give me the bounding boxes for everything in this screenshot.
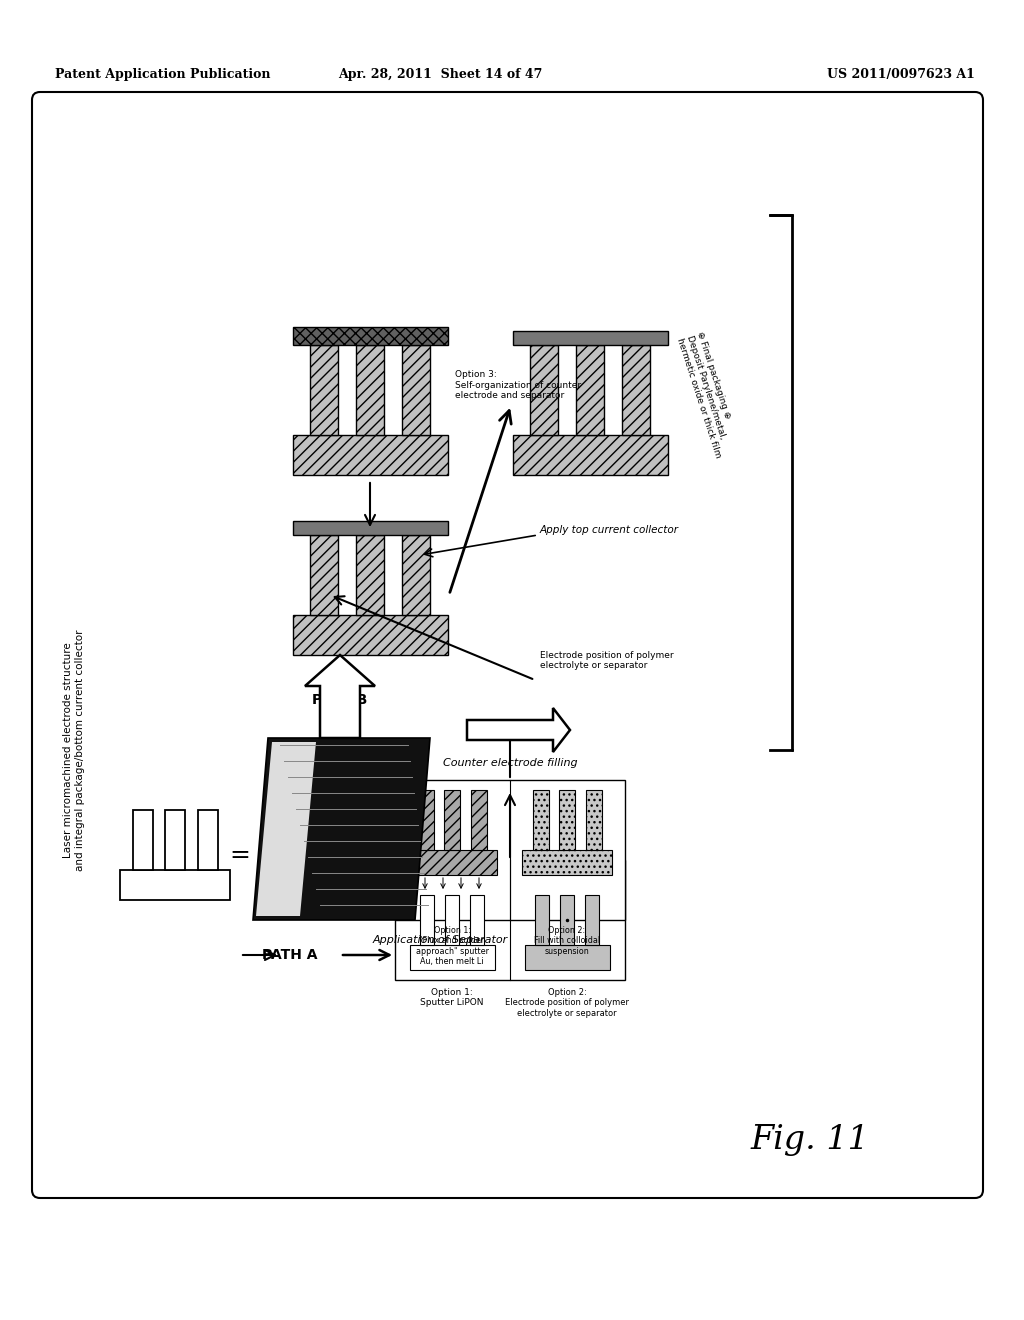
Polygon shape xyxy=(467,708,570,752)
Bar xyxy=(585,895,599,945)
FancyBboxPatch shape xyxy=(32,92,983,1199)
Bar xyxy=(356,535,384,615)
Text: Option 1:
"Flux and solder
approach" sputter
Au, then melt Li: Option 1: "Flux and solder approach" spu… xyxy=(416,927,488,966)
Text: Option 3:
Self-organization of counter
electrode and separator: Option 3: Self-organization of counter e… xyxy=(455,370,582,400)
Text: Option 1:
Sputter LiPON: Option 1: Sputter LiPON xyxy=(420,987,483,1007)
Bar xyxy=(293,615,447,655)
Text: ⊕ Final packaging ⊕
Deposit Parylene/metal,
hermetic oxide or thick film: ⊕ Final packaging ⊕ Deposit Parylene/met… xyxy=(675,331,742,459)
Text: Option 2:
Fill with colloidal
suspension: Option 2: Fill with colloidal suspension xyxy=(534,927,600,956)
Polygon shape xyxy=(256,742,316,916)
Text: PATH A: PATH A xyxy=(262,948,317,962)
Bar xyxy=(395,861,625,979)
Bar xyxy=(310,345,338,436)
Polygon shape xyxy=(305,655,375,738)
Text: Laser micromachined electrode structure
and integral package/bottom current coll: Laser micromachined electrode structure … xyxy=(63,630,85,871)
Bar xyxy=(532,789,549,850)
Bar xyxy=(513,331,668,345)
Text: Electrode position of polymer
electrolyte or separator: Electrode position of polymer electrolyt… xyxy=(540,651,674,671)
Bar xyxy=(410,945,495,970)
Bar xyxy=(470,789,486,850)
Text: Counter electrode filling: Counter electrode filling xyxy=(442,758,578,768)
Bar xyxy=(418,789,433,850)
Bar xyxy=(530,345,558,436)
Text: Apply top current collector: Apply top current collector xyxy=(540,525,679,535)
Bar xyxy=(559,789,575,850)
Text: Fig. 11: Fig. 11 xyxy=(751,1125,869,1156)
Bar xyxy=(132,810,153,870)
Bar xyxy=(536,895,549,945)
Bar xyxy=(401,535,430,615)
Bar xyxy=(407,850,497,875)
Bar xyxy=(420,895,434,945)
Bar xyxy=(198,810,217,870)
Bar xyxy=(356,345,384,436)
Bar xyxy=(512,436,668,475)
Text: Apr. 28, 2011  Sheet 14 of 47: Apr. 28, 2011 Sheet 14 of 47 xyxy=(338,69,542,81)
Bar xyxy=(445,895,459,945)
Text: =: = xyxy=(229,843,251,867)
Bar xyxy=(293,521,449,535)
Bar xyxy=(522,850,612,875)
Text: US 2011/0097623 A1: US 2011/0097623 A1 xyxy=(827,69,975,81)
Bar xyxy=(395,780,625,920)
Bar xyxy=(293,436,447,475)
Bar xyxy=(560,895,574,945)
Text: Patent Application Publication: Patent Application Publication xyxy=(55,69,270,81)
Text: Option 2:
Electrode position of polymer
electrolyte or separator: Option 2: Electrode position of polymer … xyxy=(505,987,629,1018)
Text: PATH B: PATH B xyxy=(312,693,368,708)
Bar xyxy=(165,810,185,870)
Bar xyxy=(310,535,338,615)
Bar xyxy=(470,895,483,945)
Text: Application of Separator: Application of Separator xyxy=(373,935,508,945)
Bar xyxy=(293,327,449,345)
Bar xyxy=(622,345,650,436)
Bar xyxy=(120,870,230,900)
Bar xyxy=(575,345,604,436)
Bar xyxy=(586,789,601,850)
Bar xyxy=(444,789,460,850)
Polygon shape xyxy=(253,738,430,920)
Bar xyxy=(401,345,430,436)
Bar xyxy=(524,945,609,970)
